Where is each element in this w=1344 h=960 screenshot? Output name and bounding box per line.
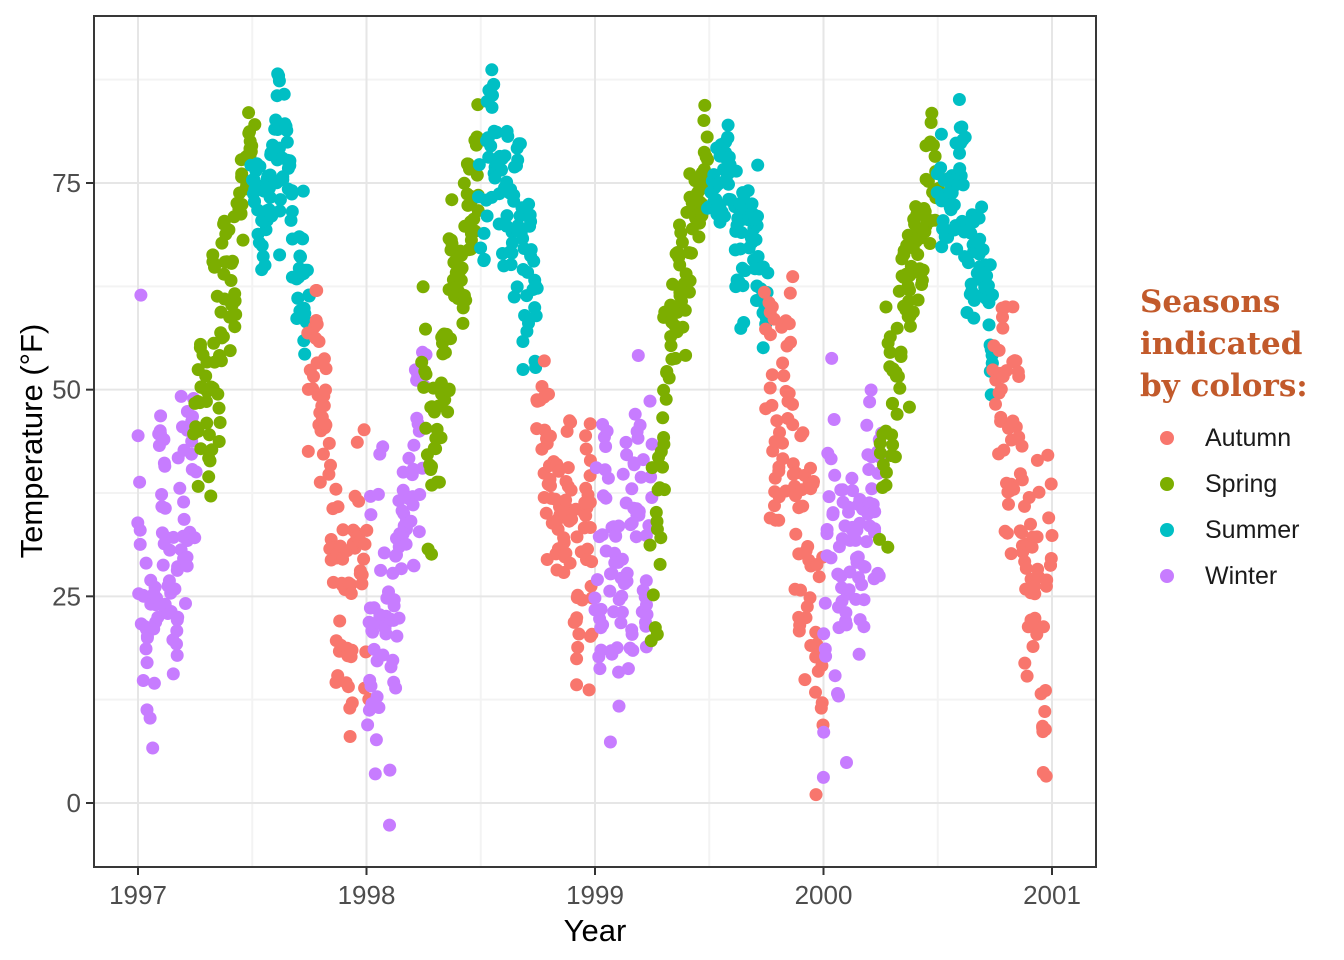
y-tick-label: 75 [52,168,81,198]
x-tick-label: 2000 [795,880,853,910]
x-axis-title: Year [563,913,627,948]
legend-key-dot [1160,523,1174,537]
legend-title-line: indicated [1140,326,1303,362]
x-tick-label: 1997 [109,880,167,910]
legend-item-label: Autumn [1205,423,1292,452]
legend-title-line: Seasons [1140,284,1281,320]
legend-item-summer: Summer [1140,507,1340,553]
y-tick-label: 0 [67,788,81,818]
x-tick-label: 1999 [566,880,624,910]
legend-item-winter: Winter [1140,553,1340,599]
y-tick-label: 25 [52,581,81,611]
y-axis-title: Temperature (°F) [14,323,49,559]
legend: Seasons indicated by colors: Autumn Spring S… [1140,281,1340,599]
legend-item-spring: Spring [1140,461,1340,507]
legend-key-dot [1160,477,1174,491]
axis-ticks [86,181,1053,875]
legend-item-label: Spring [1205,469,1278,498]
legend-item-label: Summer [1205,515,1300,544]
x-tick-label: 2001 [1023,880,1081,910]
legend-items: Autumn Spring Summer Winter [1140,415,1340,599]
legend-item-label: Winter [1205,561,1278,590]
x-tick-label: 1998 [338,880,396,910]
legend-title-line: by colors: [1140,368,1308,404]
legend-title: Seasons indicated by colors: [1140,281,1340,407]
legend-key-dot [1160,431,1174,445]
legend-item-autumn: Autumn [1140,415,1340,461]
points-layer [131,63,1059,832]
y-tick-label: 50 [52,375,81,405]
axis-tick-labels: 1997 1998 1999 2000 2001 0 25 50 75 [52,168,1081,910]
legend-key-dot [1160,569,1174,583]
